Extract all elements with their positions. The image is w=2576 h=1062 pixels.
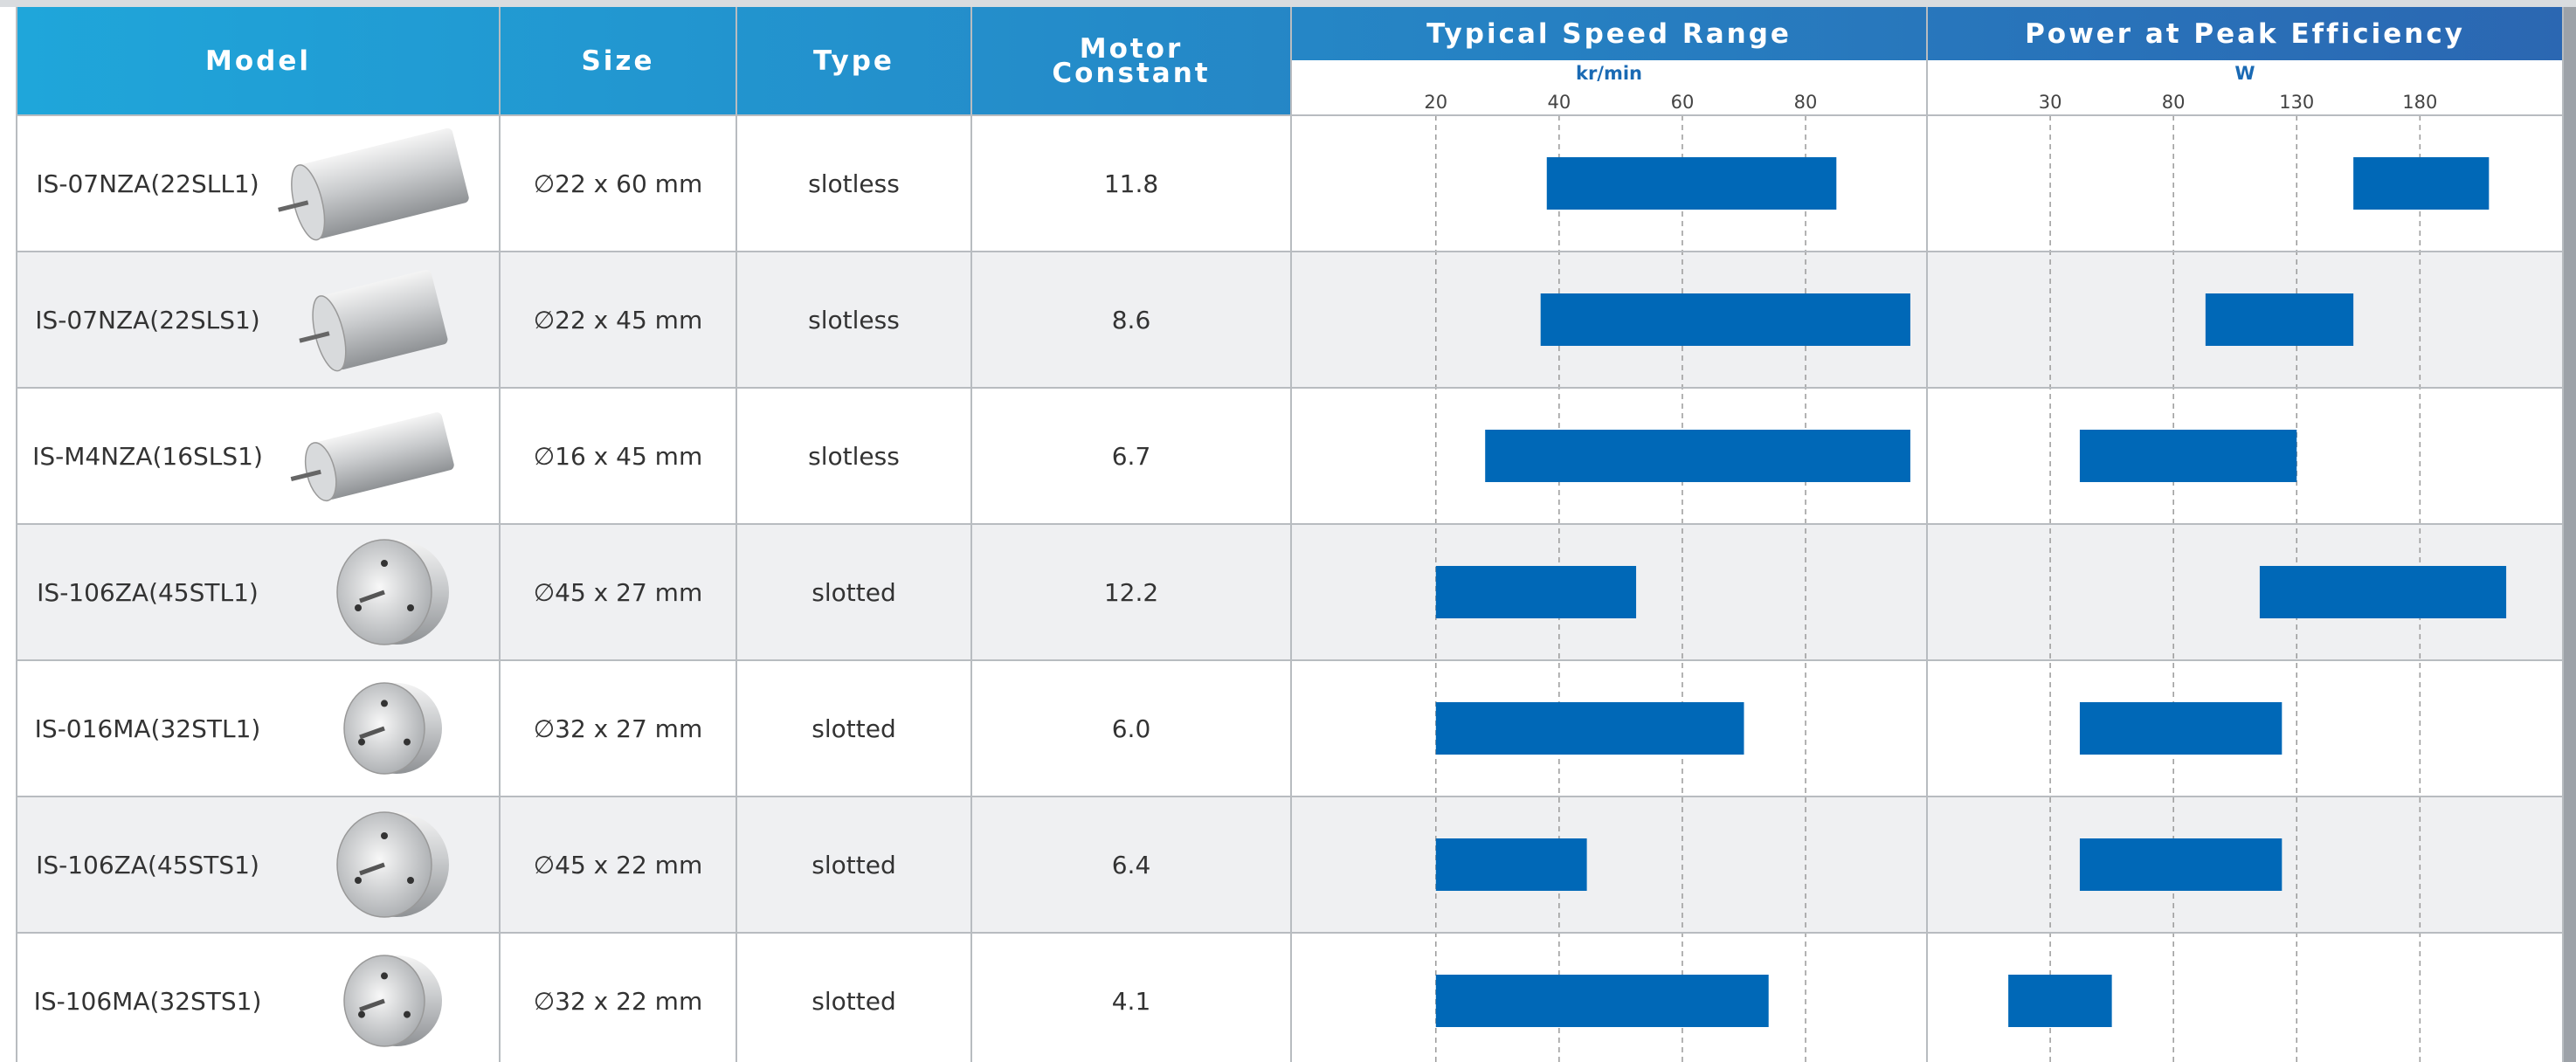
range-bar [1540,293,1910,346]
type: slotted [811,714,896,743]
size: ∅45 x 22 mm [533,850,703,879]
range-bar [2353,157,2490,210]
range-bar [2079,702,2282,755]
type: slotted [811,986,896,1016]
type: slotted [811,850,896,879]
column-header: Model [205,45,311,77]
motor-hole [381,832,388,839]
column-header: Size [581,45,655,77]
motor-shaft [290,469,321,482]
model-name: IS-106ZA(45STS1) [36,850,259,879]
range-bar [1435,702,1744,755]
model-name: IS-106MA(32STS1) [33,986,262,1016]
axis-label: W [2234,63,2255,84]
motor-cylinder [314,412,454,500]
type: slotless [808,169,900,198]
range-bar [2079,838,2282,891]
size: ∅22 x 60 mm [533,169,703,198]
model-name: IS-M4NZA(16SLS1) [32,441,263,471]
motor-constant: 12.2 [1103,577,1159,607]
motor-shaft [299,331,330,343]
axis-label: kr/min [1576,63,1642,84]
motor-shaft [278,200,309,212]
motor-constant: 4.1 [1111,986,1151,1016]
motor-shaft [359,726,385,740]
type: slotless [808,441,900,471]
motor-body [299,269,448,372]
x-tick-label: 80 [1794,92,1818,113]
motor-cylinder [300,128,469,239]
range-bar [1485,430,1910,482]
range-bar [2008,975,2112,1027]
motor-constant: 6.7 [1111,441,1151,471]
size: ∅16 x 45 mm [533,441,703,471]
range-bar [1435,975,1769,1027]
motor-picture [299,269,448,372]
motor-body [290,412,454,502]
motor-hole [355,604,362,611]
motor-hole [355,877,362,884]
range-bar [2205,293,2354,346]
motor-cylinder [321,269,448,370]
model-name: IS-07NZA(22SLL1) [36,169,259,198]
motor-constant: 11.8 [1103,169,1159,198]
motor-hole [407,877,414,884]
range-bar [2259,566,2507,618]
motor-hole [404,1010,411,1018]
type: slotless [808,305,900,334]
motor-constant: 6.0 [1111,714,1151,743]
right-edge [2563,0,2576,1062]
x-tick-label: 180 [2402,92,2437,113]
motor-hole [407,604,414,611]
motor-picture [336,811,449,918]
size: ∅22 x 45 mm [533,305,703,334]
x-tick-label: 130 [2279,92,2314,113]
model-name: IS-016MA(32STL1) [34,714,261,743]
motor-picture [278,128,469,241]
model-name: IS-07NZA(22SLS1) [35,305,260,334]
motor-hole [381,560,388,567]
x-tick-label: 30 [2039,92,2062,113]
x-tick-label: 60 [1671,92,1695,113]
motor-picture [343,955,442,1047]
motor-body [278,128,469,241]
x-tick-label: 20 [1424,92,1447,113]
chart-title: Typical Speed Range [1426,18,1792,50]
x-tick-label: 80 [2162,92,2186,113]
motor-shaft [359,862,385,876]
motor-constant: 6.4 [1111,850,1151,879]
motor-picture [290,412,454,502]
range-bar [1546,157,1837,210]
type: slotted [811,577,896,607]
size: ∅32 x 22 mm [533,986,703,1016]
motor-hole [358,1010,365,1018]
range-bar [1435,838,1587,891]
column-header: Type [813,45,894,77]
motor-shaft [359,998,385,1012]
x-tick-label: 40 [1547,92,1571,113]
model-name: IS-106ZA(45STL1) [37,577,259,607]
column-header: Motor Constant [1052,33,1211,89]
motor-constant: 8.6 [1111,305,1151,334]
range-bar [1435,566,1637,618]
top-edge [0,0,2576,7]
size: ∅32 x 27 mm [533,714,703,743]
motor-picture [343,682,442,775]
motor-hole [358,738,365,746]
motor-hole [381,700,388,707]
chart-title: Power at Peak Efficiency [2025,18,2465,50]
motor-picture [336,539,449,645]
range-bar [2079,430,2297,482]
motor-shaft [359,590,385,603]
motor-hole [404,738,411,746]
motor-hole [381,972,388,980]
size: ∅45 x 27 mm [533,577,703,607]
